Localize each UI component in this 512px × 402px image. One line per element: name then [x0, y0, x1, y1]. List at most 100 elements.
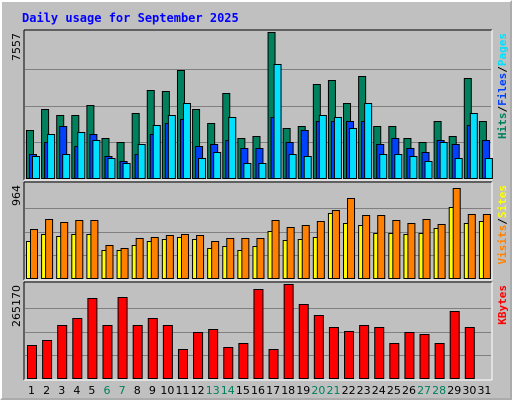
legend-item: Hits [496, 113, 509, 140]
bar-visits-day-5 [90, 220, 99, 279]
bar-visits-day-25 [392, 220, 401, 279]
bar-pages-day-22 [349, 128, 358, 179]
bar-pages-day-13 [213, 152, 222, 179]
day-label: 26 [402, 384, 416, 397]
bar-visits-day-28 [437, 224, 446, 279]
bar-visits-day-21 [331, 210, 340, 279]
day-label: 29 [447, 384, 461, 397]
scale-label: 964 [10, 185, 23, 206]
bar-kbytes-day-8 [132, 325, 143, 379]
day-label: 11 [176, 384, 190, 397]
day-label: 2 [43, 384, 50, 397]
legend-item: Files [496, 73, 509, 106]
legend-item: / [496, 66, 509, 73]
bar-kbytes-day-21 [328, 327, 339, 379]
legend-hits-files-pages: Hits/Files/Pages [496, 33, 509, 139]
bar-kbytes-day-5 [87, 298, 98, 379]
bar-pages-day-21 [333, 117, 342, 179]
bar-pages-day-31 [484, 158, 493, 179]
bar-pages-day-29 [454, 158, 463, 179]
day-label: 12 [191, 384, 205, 397]
bar-pages-day-12 [198, 158, 207, 179]
day-label: 20 [311, 384, 325, 397]
bar-visits-day-22 [347, 198, 356, 279]
bar-visits-day-8 [135, 238, 144, 279]
bar-pages-day-27 [424, 161, 433, 179]
bar-pages-day-6 [107, 158, 116, 179]
bar-pages-day-3 [62, 154, 71, 179]
day-label: 6 [104, 384, 111, 397]
day-label: 23 [357, 384, 371, 397]
day-label: 3 [58, 384, 65, 397]
bar-pages-day-19 [303, 156, 312, 179]
day-label: 5 [88, 384, 95, 397]
bar-visits-day-16 [256, 238, 265, 279]
day-label: 13 [206, 384, 220, 397]
bar-visits-day-19 [301, 225, 310, 279]
bar-pages-day-4 [77, 132, 86, 179]
bar-kbytes-day-6 [102, 325, 113, 379]
bar-kbytes-day-16 [253, 289, 264, 379]
bar-kbytes-day-15 [238, 343, 249, 379]
bar-pages-day-1 [32, 156, 40, 179]
bar-kbytes-day-2 [42, 340, 53, 379]
bar-visits-day-27 [422, 219, 431, 279]
bar-kbytes-day-17 [268, 349, 279, 379]
bar-pages-day-24 [379, 154, 388, 179]
bar-pages-day-15 [243, 163, 252, 179]
bar-kbytes-day-9 [147, 318, 158, 379]
legend-item: Visits [496, 225, 509, 265]
bar-kbytes-day-1 [27, 345, 37, 379]
bar-kbytes-day-20 [313, 315, 324, 379]
day-label: 24 [372, 384, 386, 397]
bar-pages-day-8 [137, 144, 146, 179]
day-label: 17 [266, 384, 280, 397]
day-label: 22 [342, 384, 356, 397]
bar-kbytes-day-27 [419, 334, 430, 379]
day-label: 16 [251, 384, 265, 397]
bar-visits-day-15 [241, 238, 250, 279]
day-label: 10 [160, 384, 174, 397]
bar-pages-day-30 [469, 113, 478, 179]
bar-visits-day-3 [60, 222, 69, 279]
bar-visits-day-20 [316, 221, 325, 279]
day-label: 31 [477, 384, 491, 397]
bar-kbytes-day-18 [283, 284, 294, 379]
bar-visits-day-2 [45, 219, 54, 279]
bar-visits-day-18 [286, 227, 295, 279]
bar-pages-day-14 [228, 117, 237, 179]
bar-pages-day-16 [258, 163, 267, 179]
bar-visits-day-6 [105, 245, 114, 279]
bar-visits-day-17 [271, 220, 280, 279]
scale-label: 265170 [10, 285, 23, 327]
bar-kbytes-day-22 [344, 331, 355, 379]
bar-visits-day-7 [120, 248, 129, 279]
day-label: 8 [134, 384, 141, 397]
day-label: 30 [462, 384, 476, 397]
bar-kbytes-day-4 [72, 318, 83, 379]
legend-kbytes: KBytes [496, 285, 509, 325]
bar-visits-day-31 [482, 214, 491, 279]
bar-visits-day-1 [30, 229, 38, 279]
bar-visits-day-24 [377, 215, 386, 279]
day-label: 7 [119, 384, 126, 397]
bar-visits-day-30 [467, 214, 476, 279]
bar-pages-day-11 [182, 103, 191, 179]
bar-visits-day-26 [407, 223, 416, 279]
day-label: 21 [326, 384, 340, 397]
day-label: 25 [387, 384, 401, 397]
legend-item: Sites [496, 185, 509, 218]
day-label: 14 [221, 384, 235, 397]
bar-pages-day-17 [273, 64, 282, 179]
bar-kbytes-day-28 [434, 343, 445, 379]
bar-pages-day-9 [152, 125, 161, 179]
day-label: 27 [417, 384, 431, 397]
day-label: 15 [236, 384, 250, 397]
bar-visits-day-12 [196, 235, 205, 279]
legend-item: / [496, 218, 509, 225]
bar-kbytes-day-26 [404, 332, 415, 379]
bar-kbytes-day-10 [162, 325, 173, 379]
legend-visits-sites: Visits/Sites [496, 185, 509, 265]
bar-kbytes-day-23 [359, 325, 370, 379]
